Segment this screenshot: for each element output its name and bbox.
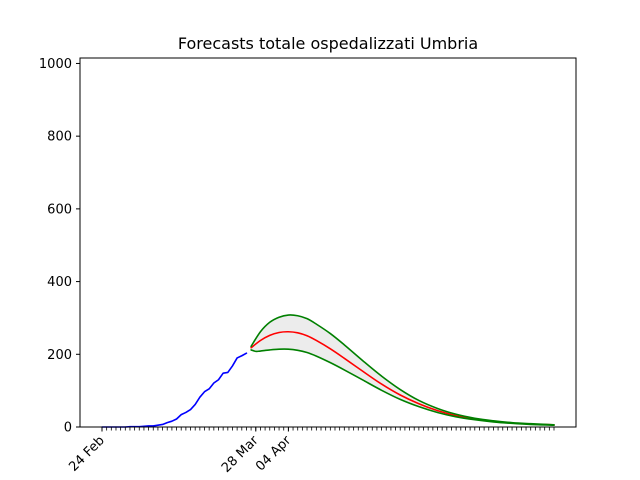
y-tick-label: 200: [47, 348, 72, 363]
series-line-upper-bound: [250, 314, 555, 426]
confidence-band-layer: [251, 315, 555, 426]
y-tick-label: 600: [47, 202, 72, 217]
y-tick-label: 800: [47, 130, 72, 145]
y-axis: 0 200 400 600 800 1000: [39, 57, 80, 436]
chart-title: Forecasts totale ospedalizzati Umbria: [178, 34, 478, 53]
series-line-lower-bound: [250, 348, 555, 426]
y-tick-label: 400: [47, 275, 72, 290]
plot-frame: [79, 57, 577, 428]
y-tick-label: 0: [64, 421, 72, 436]
series-layer: [101, 314, 555, 428]
series-line-observed: [101, 352, 248, 428]
x-tick-label: 04 Apr: [253, 433, 295, 475]
x-tick-label: 24 Feb: [66, 433, 108, 475]
y-tick-label: 1000: [39, 57, 72, 72]
x-tick-label: 28 Mar: [219, 433, 262, 476]
confidence-band: [251, 315, 555, 426]
